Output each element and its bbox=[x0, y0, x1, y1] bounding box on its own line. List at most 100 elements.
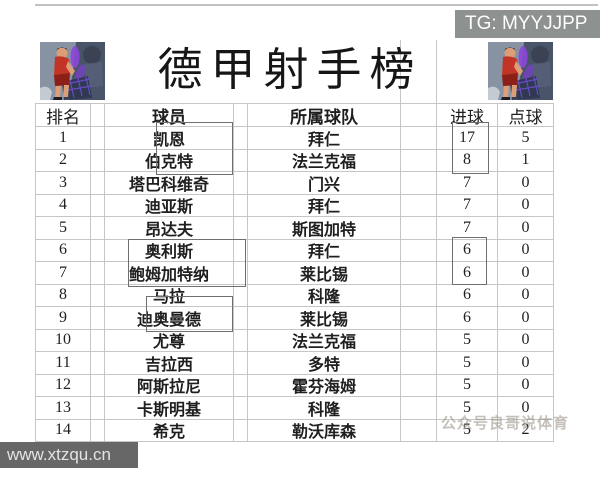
gap-cell bbox=[91, 397, 105, 420]
cell-penalties: 2 bbox=[498, 419, 554, 442]
gap-cell bbox=[401, 217, 437, 240]
cell-rank: 10 bbox=[36, 329, 91, 352]
cell-penalties: 0 bbox=[498, 329, 554, 352]
gap-cell bbox=[401, 307, 437, 330]
cell-rank: 6 bbox=[36, 239, 91, 262]
cell-goals: 6 bbox=[437, 307, 498, 330]
header-gap-cell bbox=[401, 104, 437, 127]
gap-cell bbox=[401, 397, 437, 420]
cell-goals: 5 bbox=[437, 329, 498, 352]
gap-cell bbox=[91, 172, 105, 195]
cell-player: 马拉 bbox=[105, 284, 234, 307]
title-band-grid-line bbox=[400, 40, 401, 103]
cell-rank: 14 bbox=[36, 419, 91, 442]
gap-cell bbox=[91, 374, 105, 397]
cell-penalties: 0 bbox=[498, 284, 554, 307]
cell-rank: 3 bbox=[36, 172, 91, 195]
gap-cell bbox=[91, 194, 105, 217]
cell-player: 吉拉西 bbox=[105, 352, 234, 375]
gap-cell bbox=[234, 149, 248, 172]
cell-rank: 4 bbox=[36, 194, 91, 217]
gap-cell bbox=[234, 239, 248, 262]
cell-team: 斯图加特 bbox=[248, 217, 401, 240]
column-header-penalties: 点球 bbox=[498, 104, 554, 127]
top-grid-line bbox=[35, 4, 598, 6]
cell-player: 鲍姆加特纳 bbox=[105, 262, 234, 285]
gap-cell bbox=[91, 352, 105, 375]
cell-player: 尤尊 bbox=[105, 329, 234, 352]
gap-cell bbox=[234, 172, 248, 195]
gap-cell bbox=[234, 194, 248, 217]
cell-team: 霍芬海姆 bbox=[248, 374, 401, 397]
gap-cell bbox=[91, 239, 105, 262]
gap-cell bbox=[91, 329, 105, 352]
cell-rank: 8 bbox=[36, 284, 91, 307]
cell-goals: 8 bbox=[437, 149, 498, 172]
cell-team: 莱比锡 bbox=[248, 262, 401, 285]
cell-rank: 13 bbox=[36, 397, 91, 420]
cell-penalties: 0 bbox=[498, 239, 554, 262]
cell-team: 勒沃库森 bbox=[248, 419, 401, 442]
gap-cell bbox=[401, 149, 437, 172]
gap-cell bbox=[401, 127, 437, 150]
column-header-rank: 排名 bbox=[36, 104, 91, 127]
gap-cell bbox=[401, 329, 437, 352]
column-header-goals: 进球 bbox=[437, 104, 498, 127]
gap-cell bbox=[401, 374, 437, 397]
cell-team: 拜仁 bbox=[248, 239, 401, 262]
cell-penalties: 0 bbox=[498, 262, 554, 285]
annotation-box-players-rank6-7 bbox=[128, 239, 246, 287]
cell-player: 卡斯明基 bbox=[105, 397, 234, 420]
gap-cell bbox=[234, 329, 248, 352]
basketball-player-artwork-icon bbox=[40, 42, 105, 100]
cell-rank: 12 bbox=[36, 374, 91, 397]
gap-cell bbox=[401, 239, 437, 262]
telegram-badge: TG: MYYJJPP bbox=[455, 10, 600, 38]
cell-goals: 17 bbox=[437, 127, 498, 150]
cell-rank: 1 bbox=[36, 127, 91, 150]
header-gap-cell bbox=[91, 104, 105, 127]
cell-team: 莱比锡 bbox=[248, 307, 401, 330]
site-url-text: www.xtzqu.cn bbox=[7, 445, 111, 464]
gap-cell bbox=[234, 352, 248, 375]
cell-rank: 5 bbox=[36, 217, 91, 240]
column-header-player: 球员 bbox=[105, 104, 234, 127]
gap-cell bbox=[234, 284, 248, 307]
basketball-player-artwork-icon bbox=[488, 42, 553, 100]
annotation-box-goals-rank6-7 bbox=[452, 237, 487, 285]
cell-goals: 7 bbox=[437, 172, 498, 195]
gap-cell bbox=[91, 307, 105, 330]
cell-penalties: 5 bbox=[498, 127, 554, 150]
site-url-watermark: www.xtzqu.cn bbox=[0, 442, 138, 468]
annotation-box-players-rank1-2 bbox=[156, 122, 233, 175]
gap-cell bbox=[91, 217, 105, 240]
annotation-box-goals-rank1-2 bbox=[452, 122, 489, 174]
gap-cell bbox=[234, 262, 248, 285]
gap-cell bbox=[401, 194, 437, 217]
gap-cell bbox=[401, 262, 437, 285]
cell-rank: 11 bbox=[36, 352, 91, 375]
cell-penalties: 1 bbox=[498, 149, 554, 172]
cell-penalties: 0 bbox=[498, 172, 554, 195]
mascot-image-right bbox=[488, 42, 553, 100]
cell-team: 拜仁 bbox=[248, 194, 401, 217]
column-header-team: 所属球队 bbox=[248, 104, 401, 127]
cell-goals: 6 bbox=[437, 239, 498, 262]
gap-cell bbox=[91, 127, 105, 150]
cell-penalties: 0 bbox=[498, 397, 554, 420]
gap-cell bbox=[401, 352, 437, 375]
gap-cell bbox=[234, 419, 248, 442]
gap-cell bbox=[91, 149, 105, 172]
cell-player: 希克 bbox=[105, 419, 234, 442]
cell-goals: 6 bbox=[437, 284, 498, 307]
gap-cell bbox=[401, 172, 437, 195]
cell-player: 迪亚斯 bbox=[105, 194, 234, 217]
gap-cell bbox=[401, 284, 437, 307]
cell-goals: 7 bbox=[437, 217, 498, 240]
title-band-grid-line bbox=[436, 40, 437, 103]
gap-cell bbox=[234, 374, 248, 397]
cell-penalties: 0 bbox=[498, 374, 554, 397]
gap-cell bbox=[91, 262, 105, 285]
cell-goals: 5 bbox=[437, 374, 498, 397]
